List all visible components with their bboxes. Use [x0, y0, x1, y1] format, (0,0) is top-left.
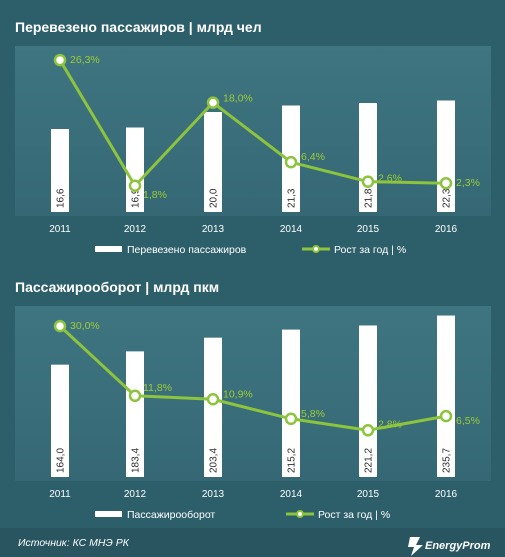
chart-passengers: Перевезено пассажиров | млрд чел 16,6 16,… — [15, 19, 491, 256]
x-tick-2015: 2015 — [357, 224, 380, 235]
bar-value-label-2014: 215,2 — [287, 448, 298, 473]
growth-point-2011 — [53, 319, 67, 333]
chart-2-legend-line-label: Рост за год | % — [318, 509, 390, 521]
bar-value-label-2011: 16,6 — [56, 188, 67, 208]
bar-2016 — [437, 315, 455, 477]
bar-value-label-2013: 20,0 — [209, 188, 220, 208]
chart-1-line: 26,3% 1,8% 18,0% 6,4% 2,6% 2,3% — [53, 53, 480, 201]
chart-1-x-axis: 2011 2012 2013 2014 2015 2016 — [49, 224, 457, 235]
bar-value-label-2011: 164,0 — [56, 448, 67, 473]
chart-passenger-turnover: Пассажирооборот | млрд пкм 164,0 183,4 203… — [15, 279, 491, 521]
bar-value-label-2016: 235,7 — [442, 448, 453, 473]
bar-value-label-2014: 21,3 — [287, 188, 298, 208]
bar-2012 — [126, 127, 144, 212]
bar-value-label-2012: 16,9 — [131, 188, 142, 208]
x-tick-2012: 2012 — [124, 224, 147, 235]
growth-point-2014 — [284, 412, 298, 426]
growth-label-2011: 26,3% — [70, 54, 100, 66]
chart-2-plot-area — [15, 306, 491, 481]
growth-label-2014: 5,8% — [301, 408, 325, 420]
x-tick-2011: 2011 — [49, 489, 71, 500]
bar-2013 — [204, 112, 222, 212]
bar-2015 — [359, 325, 377, 477]
energyprom-logo: EnergyProm — [408, 537, 491, 556]
x-tick-2016: 2016 — [435, 224, 458, 235]
growth-label-2011: 30,0% — [70, 320, 100, 332]
bar-value-label-2016: 22,3 — [442, 188, 453, 208]
chart-1-legend-bar-label: Перевезено пассажиров — [127, 244, 247, 256]
growth-point-2013 — [206, 393, 220, 406]
chart-2-x-axis: 2011 2012 2013 2014 2015 2016 — [49, 489, 457, 500]
chart-1-title: Перевезено пассажиров | млрд чел — [15, 19, 262, 35]
bar-value-label-2012: 183,4 — [131, 448, 142, 473]
chart-2-legend-bar-swatch — [95, 511, 122, 517]
footer-band — [0, 528, 505, 557]
growth-label-2012: 11,8% — [143, 382, 172, 394]
growth-label-2012: 1,8% — [143, 189, 167, 201]
growth-label-2015: 2,6% — [378, 173, 402, 185]
growth-label-2013: 10,9% — [223, 388, 253, 400]
chart-2-title: Пассажирооборот | млрд пкм — [15, 279, 219, 295]
growth-label-2016: 6,5% — [456, 415, 480, 427]
x-tick-2016: 2016 — [435, 489, 458, 500]
bar-2011 — [51, 364, 69, 477]
growth-point-2012 — [128, 389, 142, 403]
x-tick-2013: 2013 — [202, 224, 225, 235]
chart-2-legend: Пассажирооборот Рост за год | % — [95, 509, 390, 521]
growth-label-2015: 2,8% — [378, 418, 402, 430]
growth-point-2015 — [361, 175, 375, 188]
bar-2013 — [204, 337, 222, 477]
chart-1-legend: Перевезено пассажиров Рост за год | % — [95, 244, 406, 256]
growth-point-2014 — [284, 155, 298, 169]
growth-point-2016 — [439, 176, 453, 190]
growth-label-2013: 18,0% — [223, 93, 253, 105]
growth-point-2015 — [361, 424, 375, 437]
growth-point-2012 — [128, 179, 142, 193]
chart-1-plot-area — [15, 46, 491, 216]
lightning-icon — [408, 537, 423, 556]
bar-value-label-2013: 203,4 — [209, 448, 220, 473]
chart-2-legend-bar-label: Пассажирооборот — [127, 509, 215, 521]
footer: Источник: КС МНЭ РК EnergyProm — [0, 528, 505, 557]
bar-value-label-2015: 221,2 — [364, 448, 375, 473]
growth-line — [58, 325, 447, 432]
source-note: Источник: КС МНЭ РК — [18, 537, 130, 549]
brand-name: EnergyProm — [425, 540, 491, 552]
chart-2-legend-line-marker — [296, 510, 304, 518]
chart-1-legend-line-label: Рост за год | % — [334, 244, 406, 256]
chart-1-legend-line-marker — [312, 245, 320, 253]
x-tick-2015: 2015 — [357, 489, 380, 500]
growth-point-2016 — [439, 409, 453, 423]
bar-2014 — [282, 329, 300, 477]
x-tick-2013: 2013 — [202, 489, 225, 500]
growth-line — [58, 59, 447, 188]
x-tick-2014: 2014 — [280, 224, 303, 235]
growth-label-2016: 2,3% — [456, 177, 480, 189]
chart-2-bars: 164,0 183,4 203,4 215,2 221,2 235,7 — [51, 315, 455, 477]
x-tick-2014: 2014 — [280, 489, 303, 500]
growth-label-2014: 6,4% — [301, 151, 325, 163]
chart-2-line: 30,0% 11,8% 10,9% 5,8% 2,8% 6,5% — [53, 319, 480, 437]
bar-2012 — [126, 351, 144, 477]
bar-2011 — [51, 129, 69, 212]
x-tick-2012: 2012 — [124, 489, 147, 500]
growth-point-2013 — [206, 96, 220, 109]
bar-value-label-2015: 21,8 — [364, 188, 375, 208]
growth-point-2011 — [53, 53, 67, 67]
x-tick-2011: 2011 — [49, 224, 71, 235]
chart-1-legend-bar-swatch — [95, 246, 122, 252]
